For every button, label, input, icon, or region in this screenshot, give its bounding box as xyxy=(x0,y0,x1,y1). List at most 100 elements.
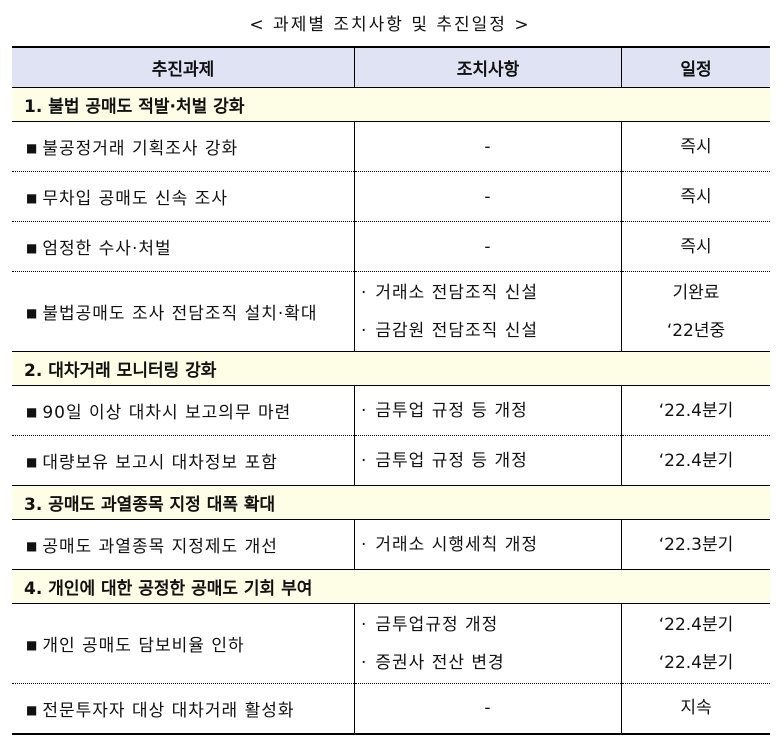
dot-bullet-icon: · xyxy=(361,400,368,421)
action-item: · 금투업규정 개정 xyxy=(361,606,621,644)
section-title: 2. 대차거래 모니터링 강화 xyxy=(12,351,770,386)
action-label: 금투업규정 개정 xyxy=(375,614,499,635)
action-item: · 거래소 전담조직 신설 xyxy=(361,274,621,312)
schedule-value: ‘22.4분기 xyxy=(658,614,734,635)
schedule-cell: 지속 xyxy=(621,683,770,735)
dot-bullet-icon: · xyxy=(361,614,368,635)
dot-bullet-icon: · xyxy=(361,534,368,555)
action-label: - xyxy=(484,136,492,157)
schedule-cell: ‘22.4분기 xyxy=(621,385,770,436)
table-row: ■ 대량보유 보고시 대차정보 포함 · 금투업 규정 등 개정 ‘22.4분기 xyxy=(12,435,770,486)
square-bullet-icon: ■ xyxy=(26,241,39,255)
action-label: 금투업 규정 등 개정 xyxy=(375,450,528,471)
task-label: 무차입 공매도 신속 조사 xyxy=(42,189,228,209)
table-row: ■ 전문투자자 대상 대차거래 활성화 - 지속 xyxy=(12,683,770,735)
task-label: 전문투자자 대상 대차거래 활성화 xyxy=(42,700,295,721)
schedule-value: ‘22년중 xyxy=(666,320,726,341)
schedule-value: 기완료 xyxy=(672,282,720,303)
action-label: 금감원 전담조직 신설 xyxy=(375,320,538,341)
schedule-value: ‘22.3분기 xyxy=(658,534,734,555)
action-cell: · 금투업 규정 등 개정 xyxy=(354,385,622,436)
task-cell: ■ 개인 공매도 담보비율 인하 xyxy=(12,603,355,684)
action-label: 거래소 시행세칙 개정 xyxy=(375,534,538,555)
action-cell: · 거래소 시행세칙 개정 xyxy=(354,519,622,570)
schedule-cell: 즉시 xyxy=(621,171,770,222)
task-label: 대량보유 보고시 대차정보 포함 xyxy=(42,453,278,473)
schedule-value: ‘22.4분기 xyxy=(658,450,734,471)
action-cell: · 거래소 전담조직 신설 · 금감원 전담조직 신설 xyxy=(354,271,622,352)
action-label: 증권사 전산 변경 xyxy=(375,652,505,673)
section-title: 4. 개인에 대한 공정한 공매도 기회 부여 xyxy=(12,569,770,604)
table-row: ■ 불법공매도 조사 전담조직 설치·확대 · 거래소 전담조직 신설 · 금감원 전담조… xyxy=(12,271,770,352)
dot-bullet-icon: · xyxy=(361,282,368,303)
task-cell: ■ 불공정거래 기획조사 강화 xyxy=(12,121,355,172)
section-row: 2. 대차거래 모니터링 강화 xyxy=(12,351,770,386)
schedule-cell: ‘22.4분기 xyxy=(621,435,770,486)
table-row: ■ 불공정거래 기획조사 강화 - 즉시 xyxy=(12,121,770,172)
document-title: < 과제별 조치사항 및 추진일정 > xyxy=(249,15,531,35)
action-item: · 금감원 전담조직 신설 xyxy=(361,312,621,350)
schedule-cell: 즉시 xyxy=(621,121,770,172)
schedule-value: 즉시 xyxy=(680,186,712,207)
dot-bullet-icon: · xyxy=(361,320,368,341)
table-row: ■ 엄정한 수사·처벌 - 즉시 xyxy=(12,221,770,272)
section-row: 3. 공매도 과열종목 지정 대폭 확대 xyxy=(12,485,770,520)
action-item: · 거래소 시행세칙 개정 xyxy=(361,526,621,564)
task-cell: ■ 공매도 과열종목 지정제도 개선 xyxy=(12,519,355,570)
action-label: - xyxy=(484,236,492,257)
schedule-value: 즉시 xyxy=(680,236,712,257)
action-item: · 금투업 규정 등 개정 xyxy=(361,442,621,480)
action-item: · 증권사 전산 변경 xyxy=(361,644,621,682)
table-row: ■ 90일 이상 대차시 보고의무 마련 · 금투업 규정 등 개정 ‘22.4분기 xyxy=(12,385,770,436)
section-title: 1. 불법 공매도 적발·처벌 강화 xyxy=(12,87,770,122)
action-item: - xyxy=(361,178,621,216)
action-cell: - xyxy=(354,683,622,735)
action-label: 거래소 전담조직 신설 xyxy=(375,282,538,303)
header-schedule: 일정 xyxy=(621,46,770,88)
action-cell: - xyxy=(354,121,622,172)
dot-bullet-icon: · xyxy=(361,450,368,471)
task-label: 개인 공매도 담보비율 인하 xyxy=(42,636,245,656)
table-row: ■ 공매도 과열종목 지정제도 개선 · 거래소 시행세칙 개정 ‘22.3분기 xyxy=(12,519,770,570)
schedule-value: ‘22.4분기 xyxy=(658,400,734,421)
action-cell: - xyxy=(354,221,622,272)
action-item: - xyxy=(361,228,621,266)
square-bullet-icon: ■ xyxy=(26,638,39,652)
task-label: 불법공매도 조사 전담조직 설치·확대 xyxy=(42,304,318,324)
square-bullet-icon: ■ xyxy=(26,539,39,553)
square-bullet-icon: ■ xyxy=(26,455,39,469)
schedule-cell: 기완료 ‘22년중 xyxy=(621,271,770,352)
schedule-value: 즉시 xyxy=(680,136,712,157)
section-row: 1. 불법 공매도 적발·처벌 강화 xyxy=(12,87,770,122)
header-row: 추진과제 조치사항 일정 xyxy=(12,46,770,88)
measures-table: 추진과제 조치사항 일정 1. 불법 공매도 적발·처벌 강화 ■ 불공정거래 기획… xyxy=(12,46,770,735)
square-bullet-icon: ■ xyxy=(26,405,39,419)
task-label: 엄정한 수사·처벌 xyxy=(42,239,172,259)
task-label: 90일 이상 대차시 보고의무 마련 xyxy=(42,403,292,423)
schedule-cell: 즉시 xyxy=(621,221,770,272)
task-label: 공매도 과열종목 지정제도 개선 xyxy=(42,537,278,557)
action-item: - xyxy=(361,128,621,166)
action-label: - xyxy=(484,186,492,207)
schedule-value: ‘22.4분기 xyxy=(658,652,734,673)
header-action: 조치사항 xyxy=(354,46,622,88)
action-item: · 금투업 규정 등 개정 xyxy=(361,392,621,430)
task-cell: ■ 엄정한 수사·처벌 xyxy=(12,221,355,272)
section-title: 3. 공매도 과열종목 지정 대폭 확대 xyxy=(12,485,770,520)
table-row: ■ 개인 공매도 담보비율 인하 · 금투업규정 개정 · 증권사 전산 변경 ‘22.4분… xyxy=(12,603,770,684)
action-cell: · 금투업 규정 등 개정 xyxy=(354,435,622,486)
header-task: 추진과제 xyxy=(12,46,355,88)
action-label: - xyxy=(484,698,492,719)
table-row: ■ 무차입 공매도 신속 조사 - 즉시 xyxy=(12,171,770,222)
dot-bullet-icon: · xyxy=(361,652,368,673)
task-label: 불공정거래 기획조사 강화 xyxy=(42,139,239,159)
task-cell: ■ 불법공매도 조사 전담조직 설치·확대 xyxy=(12,271,355,352)
action-label: 금투업 규정 등 개정 xyxy=(375,400,528,421)
square-bullet-icon: ■ xyxy=(26,702,39,717)
action-cell: · 금투업규정 개정 · 증권사 전산 변경 xyxy=(354,603,622,684)
task-cell: ■ 전문투자자 대상 대차거래 활성화 xyxy=(12,683,355,735)
schedule-value: 지속 xyxy=(680,698,712,719)
square-bullet-icon: ■ xyxy=(26,306,39,320)
task-cell: ■ 90일 이상 대차시 보고의무 마련 xyxy=(12,385,355,436)
schedule-cell: ‘22.3분기 xyxy=(621,519,770,570)
